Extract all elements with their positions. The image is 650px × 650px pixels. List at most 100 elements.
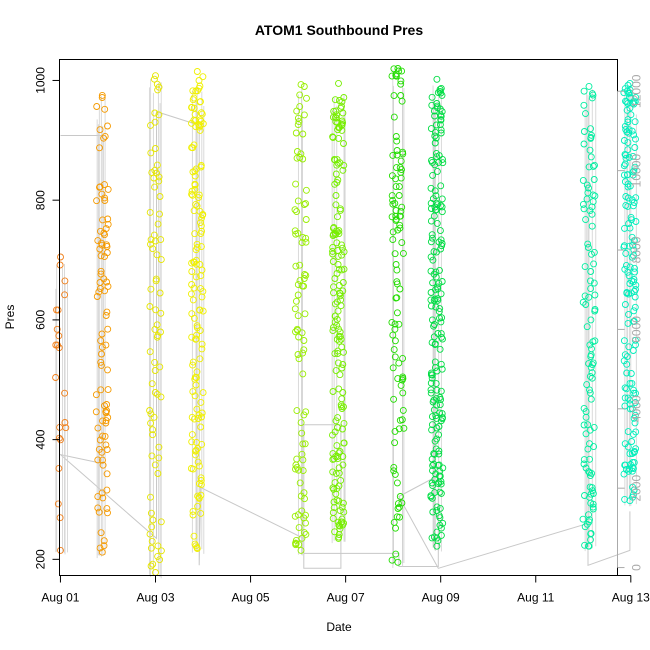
data-point <box>585 82 593 90</box>
data-point <box>189 507 197 515</box>
data-point <box>623 360 631 368</box>
data-point <box>629 241 637 249</box>
data-point <box>622 249 630 257</box>
data-point <box>580 101 588 109</box>
data-point <box>151 183 159 191</box>
data-point <box>298 507 306 515</box>
data-point <box>388 72 396 80</box>
data-point <box>332 469 340 477</box>
data-point <box>624 171 632 179</box>
data-point <box>188 431 196 439</box>
data-point <box>300 83 308 90</box>
data-point <box>154 220 162 228</box>
data-point <box>392 207 400 214</box>
data-point <box>395 359 403 367</box>
data-point <box>102 417 110 425</box>
data-point <box>436 472 443 480</box>
data-point <box>294 312 302 320</box>
data-point <box>336 292 344 300</box>
data-point <box>427 217 435 225</box>
secondary-y-axis: 0 2000 4000 6000 8000 10000 12000 <box>617 74 644 571</box>
data-point <box>292 465 299 473</box>
data-point <box>331 180 339 188</box>
data-point <box>96 544 104 552</box>
data-point <box>392 261 400 268</box>
data-point <box>336 332 344 340</box>
data-point <box>624 146 632 154</box>
data-point <box>99 461 107 469</box>
data-point <box>580 404 588 412</box>
data-point <box>337 302 345 310</box>
data-point <box>395 320 403 328</box>
data-point <box>95 288 103 296</box>
data-point <box>189 465 197 473</box>
data-point <box>391 353 399 361</box>
data-point <box>151 118 159 126</box>
data-point <box>292 129 300 137</box>
data-point <box>436 514 444 522</box>
data-point <box>97 358 105 366</box>
data-point <box>393 151 401 159</box>
data-point <box>394 505 402 512</box>
data-point <box>339 389 347 396</box>
data-point <box>92 408 100 416</box>
data-point <box>188 310 196 318</box>
data-point <box>102 441 110 449</box>
data-point <box>148 523 156 531</box>
data-point <box>431 139 439 147</box>
data-point <box>92 391 100 399</box>
data-point <box>629 171 637 179</box>
x-tick-label: Aug 07 <box>327 591 365 605</box>
data-point <box>302 238 310 246</box>
data-point <box>624 116 632 124</box>
data-point <box>148 537 156 545</box>
data-point <box>622 461 629 469</box>
data-point <box>301 440 309 448</box>
data-point <box>397 168 405 176</box>
cast-group <box>146 72 165 579</box>
data-point <box>628 405 636 413</box>
data-point <box>587 363 595 371</box>
y2-tick-label: 8000 <box>630 236 644 263</box>
data-point <box>392 524 399 532</box>
data-point <box>332 417 340 425</box>
data-point <box>189 388 197 396</box>
data-point <box>589 505 597 513</box>
data-point <box>338 98 346 106</box>
data-point <box>302 234 310 242</box>
data-point <box>586 386 593 394</box>
data-point <box>582 430 590 438</box>
data-point <box>620 337 628 345</box>
data-point <box>303 94 310 102</box>
data-point <box>295 333 303 341</box>
data-point <box>621 265 629 273</box>
data-point <box>101 105 109 113</box>
data-point <box>332 490 340 498</box>
x-tick-label: Aug 13 <box>612 591 650 605</box>
x-tick-label: Aug 05 <box>232 591 270 605</box>
data-point <box>190 314 198 322</box>
data-point <box>435 450 443 458</box>
data-point <box>339 166 347 174</box>
data-point <box>329 258 337 265</box>
data-point <box>433 507 441 515</box>
data-point <box>591 291 599 299</box>
data-point <box>189 87 197 95</box>
data-point <box>99 494 107 502</box>
data-point <box>428 339 436 347</box>
data-point <box>628 127 636 135</box>
data-point <box>427 267 435 275</box>
data-point <box>96 279 104 286</box>
data-point <box>587 316 595 324</box>
data-point <box>583 323 591 331</box>
data-point <box>198 214 205 222</box>
data-point <box>396 212 404 220</box>
data-point <box>627 111 635 119</box>
data-point <box>432 121 440 129</box>
data-point <box>192 446 200 454</box>
data-point <box>396 285 404 293</box>
data-point <box>581 492 588 499</box>
data-point <box>435 279 443 287</box>
data-point <box>397 381 405 389</box>
data-point <box>428 413 436 421</box>
